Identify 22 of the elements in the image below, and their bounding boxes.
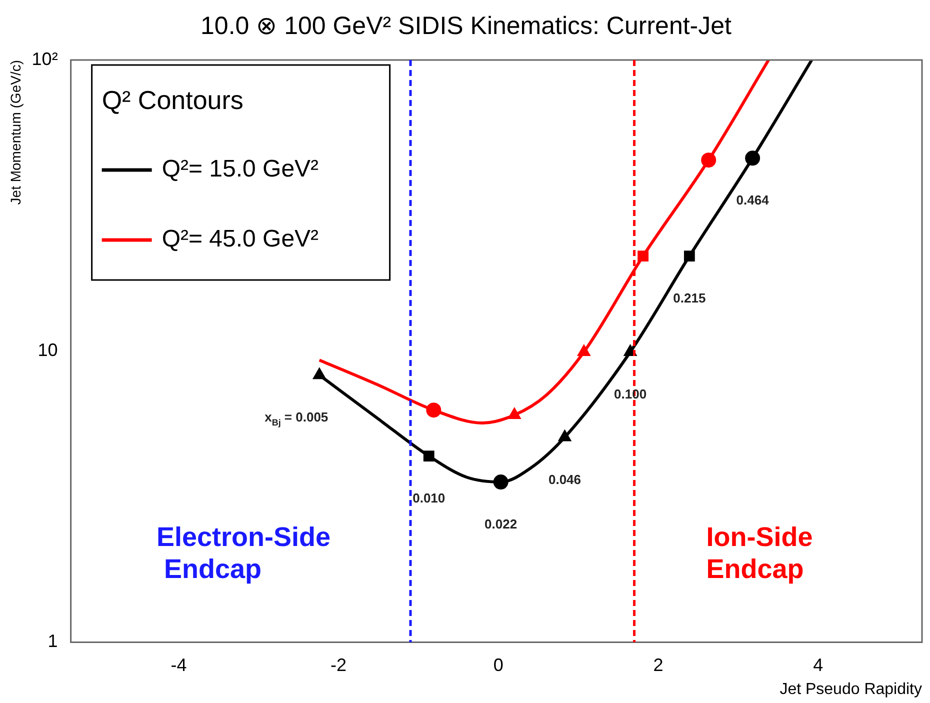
y-axis-title: Jet Momentum (GeV/c)	[7, 60, 24, 205]
x-tick-label: 4	[813, 654, 824, 675]
ref-line-label: Ion-Side Endcap	[706, 522, 813, 584]
annotation: 0.464	[736, 192, 770, 208]
legend-label: Q²= 45.0 GeV²	[162, 226, 319, 253]
annotation: 0.215	[673, 290, 706, 306]
y-tick-label: 1	[48, 631, 58, 652]
legend-label: Q²= 15.0 GeV²	[162, 156, 319, 183]
annotation: 0.022	[484, 516, 518, 532]
chart-title: 10.0 ⊗ 100 GeV² SIDIS Kinematics: Current-Jet	[200, 12, 732, 40]
x-axis-title: Jet Pseudo Rapidity	[780, 680, 922, 698]
x-tick-label: -2	[330, 654, 347, 675]
x-tick-label: -4	[170, 654, 187, 675]
y-tick-label: 10	[38, 340, 58, 360]
ref-line-label: Electron-Side Endcap	[156, 522, 330, 584]
annotation: 0.010	[412, 490, 446, 506]
y-tick-label: 10²	[32, 48, 58, 69]
annotation: 0.100	[614, 386, 647, 402]
annotation: 0.046	[548, 472, 582, 487]
x-tick-label: 0	[493, 654, 504, 675]
x-tick-label: 2	[653, 654, 664, 675]
legend-title: Q² Contours	[102, 85, 244, 116]
